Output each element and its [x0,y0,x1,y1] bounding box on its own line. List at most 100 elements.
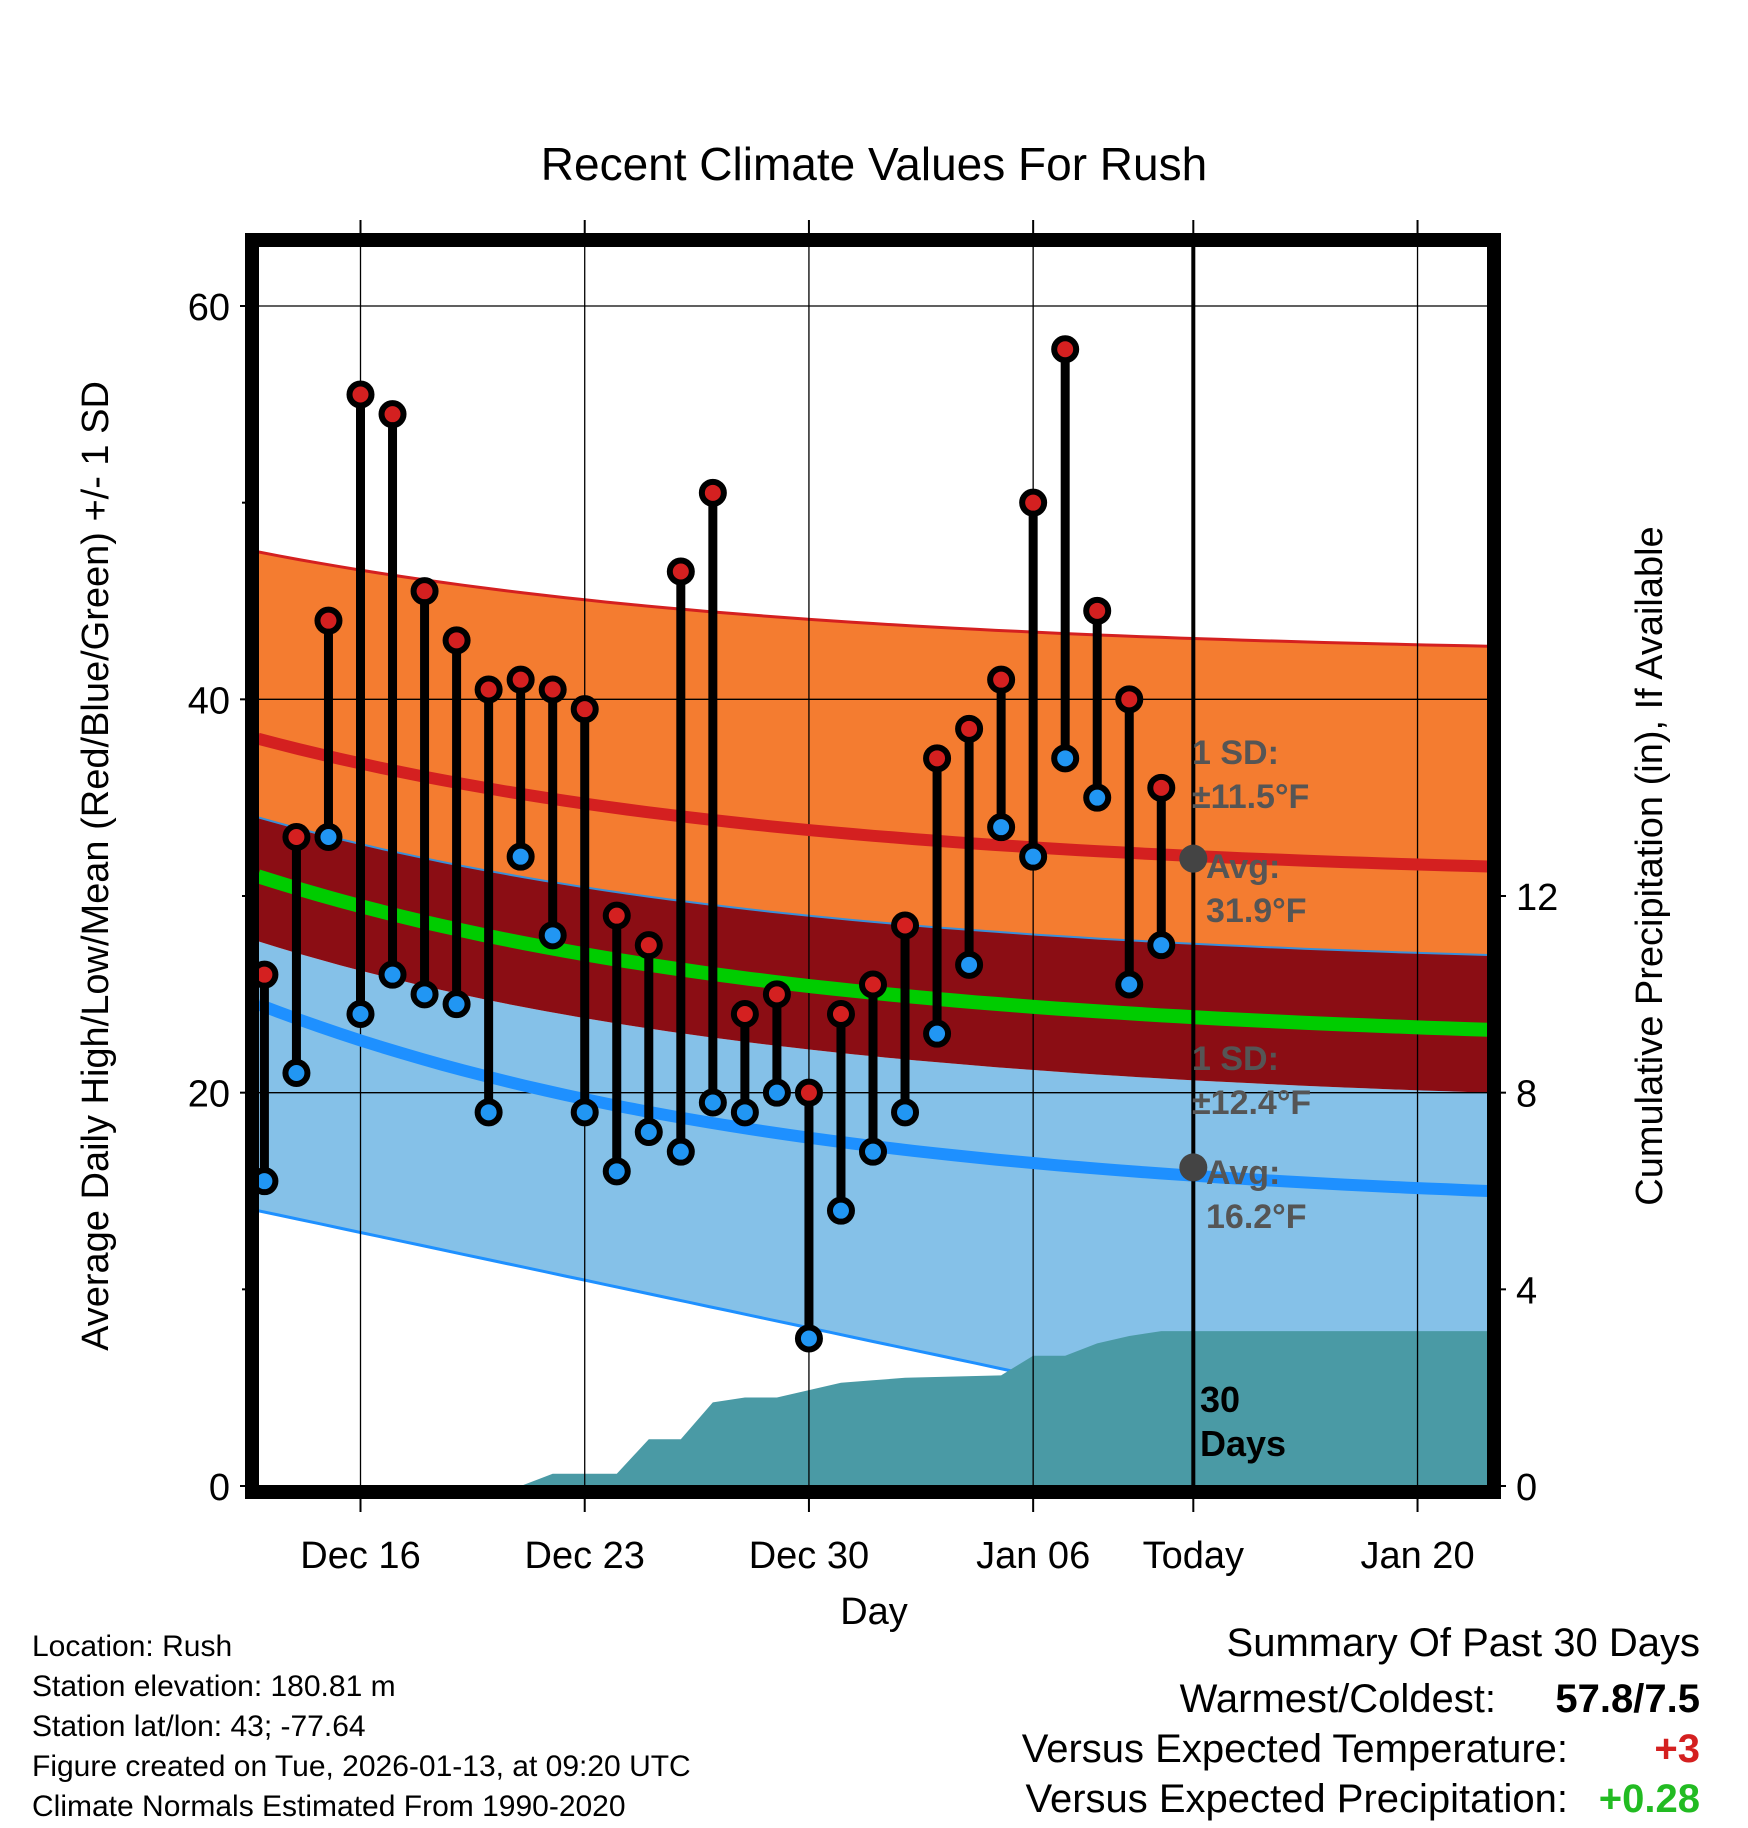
daily-high-point [506,665,535,694]
x-tick-label: Jan 06 [976,1535,1090,1577]
daily-high-point [634,931,663,960]
daily-low-point [442,990,471,1019]
temp-versus-value: +3 [1654,1727,1700,1771]
location-info: Location: Rush [32,1630,232,1663]
daily-low-point [570,1098,599,1127]
precip-versus-label: Versus Expected Precipitation: [1025,1777,1568,1821]
daily-high-point [859,970,887,999]
daily-low-point [346,1000,375,1028]
high-avg-value: 31.9°F [1206,892,1307,930]
warm-cold-value: 57.8/7.5 [1555,1677,1700,1721]
daily-high-point [1019,488,1048,517]
daily-low-point [666,1137,695,1166]
daily-low-point [1019,842,1048,871]
plot-frame [245,233,1501,1499]
high-sd-value: ±11.5°F [1192,778,1309,816]
daily-high-point [1051,335,1080,364]
daily-low-point [1147,931,1176,960]
daily-high-point [794,1078,823,1107]
daily-high-point [282,823,311,851]
precip-versus-value: +0.28 [1599,1777,1700,1821]
x-tick-label: Jan 20 [1360,1535,1474,1577]
low-avg-label: Avg: [1206,1154,1280,1192]
daily-high-point [1147,773,1176,802]
normal-high-line [258,732,1488,873]
y2-tick-label: 0 [1516,1467,1537,1509]
daily-high-point [602,901,631,930]
daily-high-point [442,626,471,655]
daily-high-point [258,960,279,989]
low-average-marker [1179,1153,1208,1182]
chart-title: Recent Climate Values For Rush [541,138,1207,190]
daily-bars [221,335,1176,1353]
y2-tick-label: 4 [1516,1270,1537,1312]
y2-tick-label: 12 [1516,877,1558,919]
daily-low-point [826,1196,855,1225]
daily-low-point [602,1157,631,1186]
daily-low-point [314,823,343,851]
sd-overlap-band [258,817,1488,1093]
daily-high-point [378,400,407,429]
daily-high-point [987,665,1016,694]
normal-high-plus-sd-line [258,550,1488,648]
daily-low-point [859,1137,887,1166]
daily-high-point [698,478,727,507]
daily-high-point [474,675,503,704]
daily-high-point [346,380,375,409]
daily-high-point [410,577,439,606]
created-info: Figure created on Tue, 2026-01-13, at 09… [32,1750,691,1783]
daily-low-point [923,1019,952,1048]
x-tick-label: Dec 23 [525,1535,645,1577]
daily-high-point [666,557,695,586]
x-tick-label: Today [1143,1535,1244,1577]
daily-low-point [474,1098,503,1127]
normal-high-minus-sd-line [258,816,1488,956]
daily-low-point [987,813,1016,842]
x-axis-label: Day [840,1591,908,1633]
y2-tick-label: 8 [1516,1074,1537,1116]
daily-low-point [378,960,407,989]
high-average-marker [1179,844,1208,873]
normals-info: Climate Normals Estimated From 1990-2020 [32,1790,626,1823]
daily-low-point [891,1098,920,1127]
y-tick-label: 40 [188,680,230,722]
daily-low-point [282,1059,311,1087]
x-tick-label: Dec 16 [300,1535,420,1577]
daily-high-point [762,980,791,1009]
daily-low-point [698,1088,727,1117]
high-avg-label: Avg: [1206,848,1280,886]
daily-low-point [955,950,984,979]
daily-low-point [221,1229,243,1251]
latlon-info: Station lat/lon: 43; -77.64 [32,1710,366,1743]
low-avg-value: 16.2°F [1206,1198,1307,1236]
x-tick-label: Dec 30 [749,1535,869,1577]
daily-low-point [1051,744,1080,773]
y-tick-label: 60 [188,287,230,329]
daily-low-point [506,842,535,871]
high-sd-label: 1 SD: [1192,734,1279,772]
elevation-info: Station elevation: 180.81 m [32,1670,396,1703]
days-count-label: 30 [1200,1379,1240,1420]
daily-low-point [258,1167,279,1196]
daily-low-point [1083,783,1112,812]
temp-versus-label: Versus Expected Temperature: [1022,1727,1568,1771]
y-tick-label: 0 [209,1467,230,1509]
y-axis-label: Average Daily High/Low/Mean (Red/Blue/Gr… [75,381,117,1351]
daily-high-point [314,606,343,635]
daily-high-point [826,1000,855,1028]
daily-high-point [923,744,952,773]
daily-low-point [634,1118,663,1146]
daily-low-point [762,1078,791,1107]
warm-cold-label: Warmest/Coldest: [1180,1677,1496,1721]
daily-high-point [570,695,599,724]
daily-high-point [1115,685,1144,714]
daily-high-point [891,911,920,940]
axis-ticks: 0 20 40 60 0 4 8 12 Dec 16 Dec 23 Dec 30 Jan 06 Toda… [188,220,1558,1577]
low-sd-label: 1 SD: [1192,1040,1279,1078]
daily-high-point [1083,596,1112,625]
daily-high-point [538,675,567,704]
low-sd-value: ±12.4°F [1192,1084,1311,1122]
y-tick-label: 20 [188,1074,230,1116]
days-unit-label: Days [1200,1423,1286,1464]
